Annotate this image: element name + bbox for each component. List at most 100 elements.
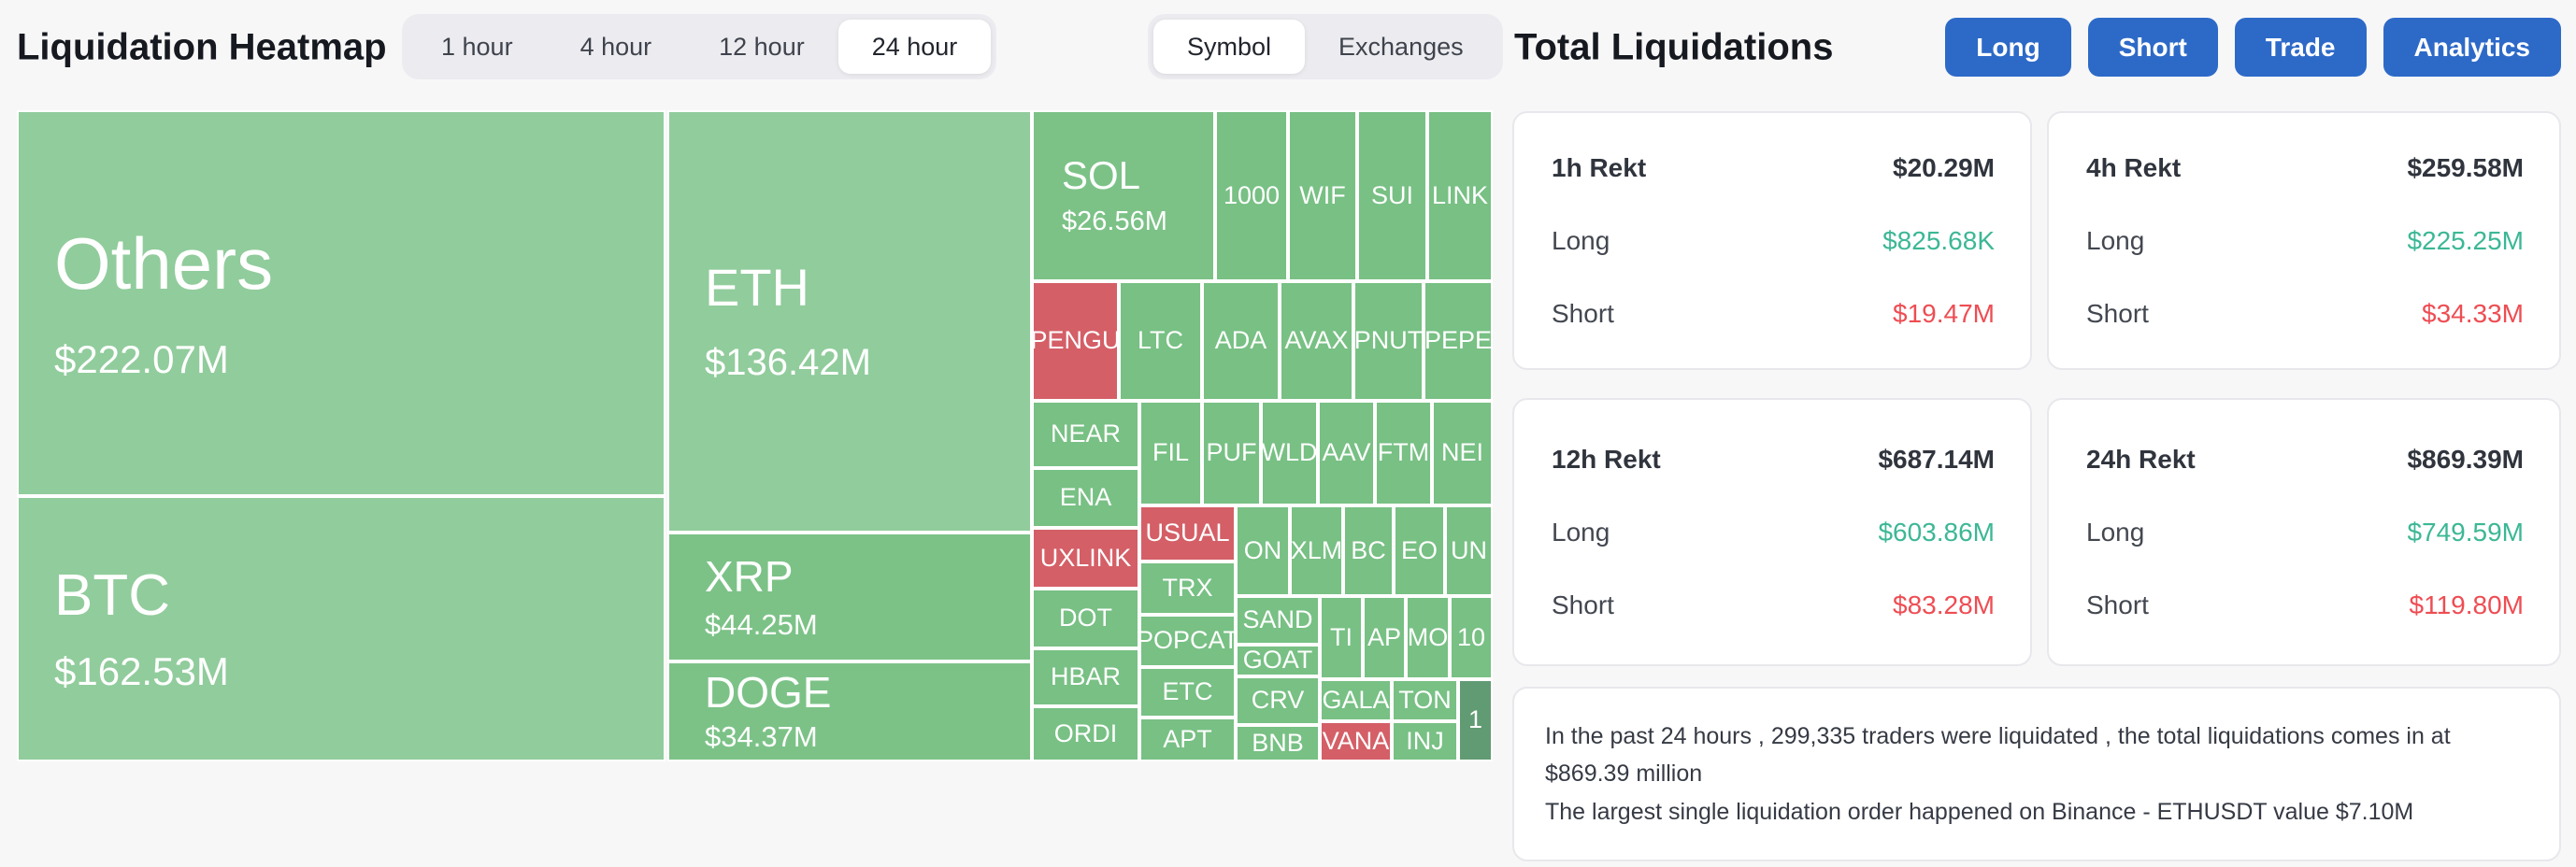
treemap-cell-inj[interactable]: INJ	[1392, 721, 1458, 761]
time-tab-12-hour[interactable]: 12 hour	[719, 32, 805, 61]
cell-symbol: ENA	[1059, 483, 1112, 512]
treemap-cell-bnb[interactable]: BNB	[1236, 725, 1320, 761]
rekt-card-12h: 12h Rekt $687.14M Long $603.86M Short $83.2…	[1512, 398, 2032, 666]
cell-symbol: ETH	[705, 257, 809, 317]
treemap-cell-fil[interactable]: FIL	[1139, 401, 1202, 505]
treemap-cell-sand[interactable]: SAND	[1236, 596, 1320, 645]
trade-button[interactable]: Trade	[2234, 18, 2367, 77]
cell-value: $34.37M	[705, 720, 818, 754]
treemap-cell-ordi[interactable]: ORDI	[1032, 706, 1139, 761]
cell-symbol: XRP	[705, 551, 794, 601]
treemap-cell-on[interactable]: ON	[1236, 505, 1290, 596]
treemap-cell-ftm[interactable]: FTM	[1375, 401, 1432, 505]
treemap-cell-goat[interactable]: GOAT	[1236, 645, 1320, 676]
treemap-cell-link[interactable]: LINK	[1427, 110, 1493, 281]
treemap-cell-ti[interactable]: TI	[1320, 596, 1363, 679]
page-title: Liquidation Heatmap	[17, 26, 387, 68]
long-button[interactable]: Long	[1945, 18, 2071, 77]
treemap-cell-btc[interactable]: BTC $162.53M	[17, 496, 665, 761]
treemap-cell-10[interactable]: 10	[1450, 596, 1493, 679]
treemap-cell-un[interactable]: UN	[1445, 505, 1493, 596]
view-tab-exchanges[interactable]: Exchanges	[1338, 32, 1464, 61]
treemap-cell-xrp[interactable]: XRP $44.25M	[667, 533, 1032, 661]
cell-symbol: BNB	[1252, 728, 1304, 757]
treemap-cell-vana[interactable]: VANA	[1320, 721, 1392, 761]
treemap-cell-apt[interactable]: APT	[1139, 718, 1236, 761]
treemap-cell-dot[interactable]: DOT	[1032, 589, 1139, 648]
treemap-cell-trx[interactable]: TRX	[1139, 561, 1236, 615]
treemap-cell-sui[interactable]: SUI	[1357, 110, 1427, 281]
time-tab-4-hour[interactable]: 4 hour	[580, 32, 652, 61]
short-value: $34.33M	[2422, 298, 2524, 328]
treemap-cell-ton[interactable]: TON	[1392, 679, 1458, 721]
cell-symbol: WLD	[1261, 438, 1318, 467]
cell-symbol: XLM	[1290, 535, 1343, 564]
short-label: Short	[1552, 298, 1614, 328]
treemap-cell-ena[interactable]: ENA	[1032, 468, 1139, 528]
treemap-cell-etc[interactable]: ETC	[1139, 667, 1236, 718]
cell-symbol: GOAT	[1242, 646, 1313, 675]
treemap-cell-uxlink[interactable]: UXLINK	[1032, 528, 1139, 589]
treemap-cell-pnut[interactable]: PNUT	[1353, 281, 1424, 401]
treemap-cell-wld[interactable]: WLD	[1261, 401, 1318, 505]
treemap-cell-pengu[interactable]: PENGU	[1032, 281, 1119, 401]
treemap-cell-crv[interactable]: CRV	[1236, 676, 1320, 725]
view-tab-symbol[interactable]: Symbol	[1153, 20, 1306, 74]
period-label: 12h Rekt	[1552, 444, 1661, 474]
cell-symbol: CRV	[1251, 686, 1305, 715]
cell-symbol: INJ	[1406, 726, 1444, 755]
cell-symbol: APT	[1163, 724, 1212, 753]
short-label: Short	[1552, 590, 1614, 619]
analytics-button[interactable]: Analytics	[2383, 18, 2561, 77]
cell-value: $162.53M	[54, 648, 229, 693]
treemap-cell-xlm[interactable]: XLM	[1290, 505, 1343, 596]
total-liquidations-title: Total Liquidations	[1514, 26, 1834, 68]
cell-symbol: ORDI	[1053, 718, 1118, 747]
treemap-cell-popcat[interactable]: POPCAT	[1139, 615, 1236, 667]
time-tab-1-hour[interactable]: 1 hour	[441, 32, 513, 61]
treemap-cell-sol[interactable]: SOL $26.56M	[1032, 110, 1215, 281]
cell-symbol: UXLINK	[1039, 543, 1132, 572]
treemap-cell-ada[interactable]: ADA	[1202, 281, 1280, 401]
treemap-cell-avax[interactable]: AVAX	[1280, 281, 1353, 401]
cell-symbol: TRX	[1162, 573, 1213, 602]
treemap-cell-ap[interactable]: AP	[1363, 596, 1406, 679]
treemap-cell-nei[interactable]: NEI	[1432, 401, 1493, 505]
cell-symbol: WIF	[1299, 180, 1346, 209]
treemap-cell-usual[interactable]: USUAL	[1139, 505, 1236, 561]
long-label: Long	[1552, 517, 1610, 547]
cell-symbol: PNUT	[1353, 326, 1424, 355]
treemap-cell-1000[interactable]: 1000	[1215, 110, 1288, 281]
cell-symbol: AP	[1367, 622, 1402, 651]
treemap-cell-doge[interactable]: DOGE $34.37M	[667, 661, 1032, 761]
treemap-cell-puf[interactable]: PUF	[1202, 401, 1261, 505]
treemap-cell-mo[interactable]: MO	[1406, 596, 1450, 679]
cell-value: $136.42M	[705, 342, 871, 384]
treemap-cell-1[interactable]: 1	[1458, 679, 1493, 761]
cell-symbol: HBAR	[1050, 662, 1121, 691]
treemap-cell-eo[interactable]: EO	[1394, 505, 1445, 596]
long-label: Long	[2086, 517, 2145, 547]
treemap-cell-hbar[interactable]: HBAR	[1032, 648, 1139, 706]
treemap-cell-bc[interactable]: BC	[1343, 505, 1394, 596]
short-value: $83.28M	[1893, 590, 1995, 619]
cell-symbol: NEI	[1440, 438, 1483, 467]
cell-symbol: AAV	[1322, 438, 1371, 467]
treemap-cell-near[interactable]: NEAR	[1032, 401, 1139, 468]
short-button[interactable]: Short	[2087, 18, 2218, 77]
short-label: Short	[2086, 590, 2149, 619]
short-label: Short	[2086, 298, 2149, 328]
treemap-cell-eth[interactable]: ETH $136.42M	[667, 110, 1032, 533]
treemap-cell-aav[interactable]: AAV	[1318, 401, 1375, 505]
treemap-cell-wif[interactable]: WIF	[1288, 110, 1357, 281]
treemap-cell-gala[interactable]: GALA	[1320, 679, 1392, 721]
cell-symbol: 10	[1456, 622, 1486, 651]
rekt-card-24h: 24h Rekt $869.39M Long $749.59M Short $119.…	[2047, 398, 2561, 666]
cell-symbol: DOGE	[705, 668, 832, 718]
treemap-cell-ltc[interactable]: LTC	[1119, 281, 1202, 401]
treemap-cell-others[interactable]: Others $222.07M	[17, 110, 665, 496]
treemap-cell-pepe[interactable]: PEPE	[1424, 281, 1493, 401]
summary-line-2: The largest single liquidation order hap…	[1545, 798, 2414, 825]
time-tab-24-hour[interactable]: 24 hour	[837, 20, 992, 74]
cell-symbol: 1	[1467, 705, 1483, 734]
